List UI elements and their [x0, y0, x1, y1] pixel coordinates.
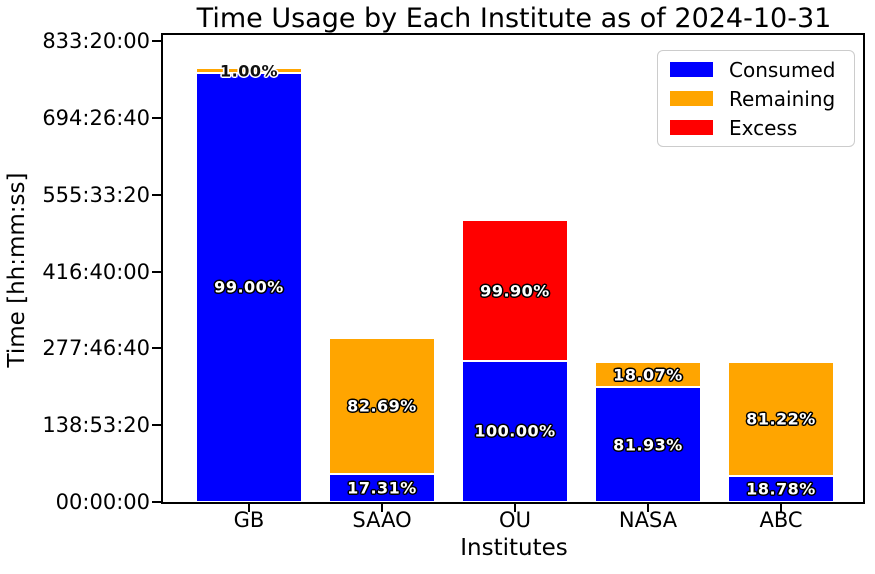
x-tick-mark — [780, 504, 782, 512]
legend-label: Excess — [729, 115, 798, 140]
x-tick-mark — [514, 504, 516, 512]
bar-segment-gb-remaining — [196, 68, 302, 73]
legend: Consumed Remaining Excess — [657, 50, 855, 147]
bars-container: 99.00% 1.00% 17.31% 82.69% 100.00% 99.90% 81.9… — [163, 35, 863, 502]
y-tick-label: 833:20:00 — [42, 29, 150, 54]
y-tick-mark — [152, 270, 161, 273]
legend-item-consumed: Consumed — [670, 58, 842, 82]
y-tick-mark — [152, 193, 161, 196]
bar-segment-gb-consumed — [196, 72, 302, 502]
y-tick-label: 416:40:00 — [42, 259, 150, 284]
legend-item-excess: Excess — [670, 116, 842, 140]
bar-segment-saao-consumed — [329, 473, 435, 502]
pct-label-gb-consumed: 99.00% — [214, 277, 284, 297]
pct-label-abc-consumed: 18.78% — [746, 479, 816, 499]
x-tick-mark — [381, 504, 383, 512]
chart-title: Time Usage by Each Institute as of 2024-… — [196, 3, 832, 34]
pct-label-saao-remaining: 82.69% — [347, 396, 417, 416]
y-tick-label: 00:00:00 — [55, 490, 150, 514]
x-tick-label-nasa: NASA — [618, 508, 678, 532]
bar-segment-nasa-remaining — [595, 362, 701, 388]
bar-segment-ou-excess — [462, 220, 568, 361]
y-tick-label: 138:53:20 — [42, 413, 150, 438]
y-tick-mark — [152, 501, 161, 503]
legend-label: Remaining — [729, 86, 836, 111]
excess-swatch-icon — [670, 120, 713, 135]
pct-label-saao-consumed: 17.31% — [347, 478, 417, 498]
pct-label-nasa-remaining: 18.07% — [613, 365, 683, 385]
x-tick-label-gb: GB — [233, 508, 265, 532]
legend-label: Consumed — [729, 57, 836, 82]
pct-label-abc-remaining: 81.22% — [746, 409, 816, 429]
y-tick-label: 694:26:40 — [42, 105, 150, 130]
x-tick-mark — [248, 504, 250, 512]
bar-segment-abc-consumed — [728, 475, 834, 502]
bar-segment-nasa-consumed — [595, 387, 701, 502]
x-tick-label-ou: OU — [499, 508, 531, 532]
y-tick-mark — [152, 424, 161, 427]
legend-item-remaining: Remaining — [670, 87, 842, 111]
y-tick-mark — [152, 347, 161, 350]
y-tick-mark — [152, 40, 161, 43]
bar-segment-saao-remaining — [329, 338, 435, 474]
y-tick-mark — [152, 116, 161, 119]
pct-label-ou-consumed: 100.00% — [474, 421, 556, 441]
bar-segment-ou-consumed — [462, 360, 568, 502]
x-tick-label-saao: SAAO — [352, 508, 412, 532]
bar-segment-abc-remaining — [728, 362, 834, 476]
y-tick-label: 277:46:40 — [42, 336, 150, 361]
pct-label-nasa-consumed: 81.93% — [613, 435, 683, 455]
x-axis-label: Institutes — [460, 535, 568, 561]
remaining-swatch-icon — [670, 91, 713, 106]
x-tick-mark — [647, 504, 649, 512]
y-tick-label: 555:33:20 — [42, 182, 150, 207]
x-tick-label-abc: ABC — [759, 508, 803, 532]
consumed-swatch-icon — [670, 62, 713, 77]
pct-label-ou-excess: 99.90% — [480, 281, 550, 301]
pct-label-gb-remaining: 1.00% — [219, 61, 279, 81]
